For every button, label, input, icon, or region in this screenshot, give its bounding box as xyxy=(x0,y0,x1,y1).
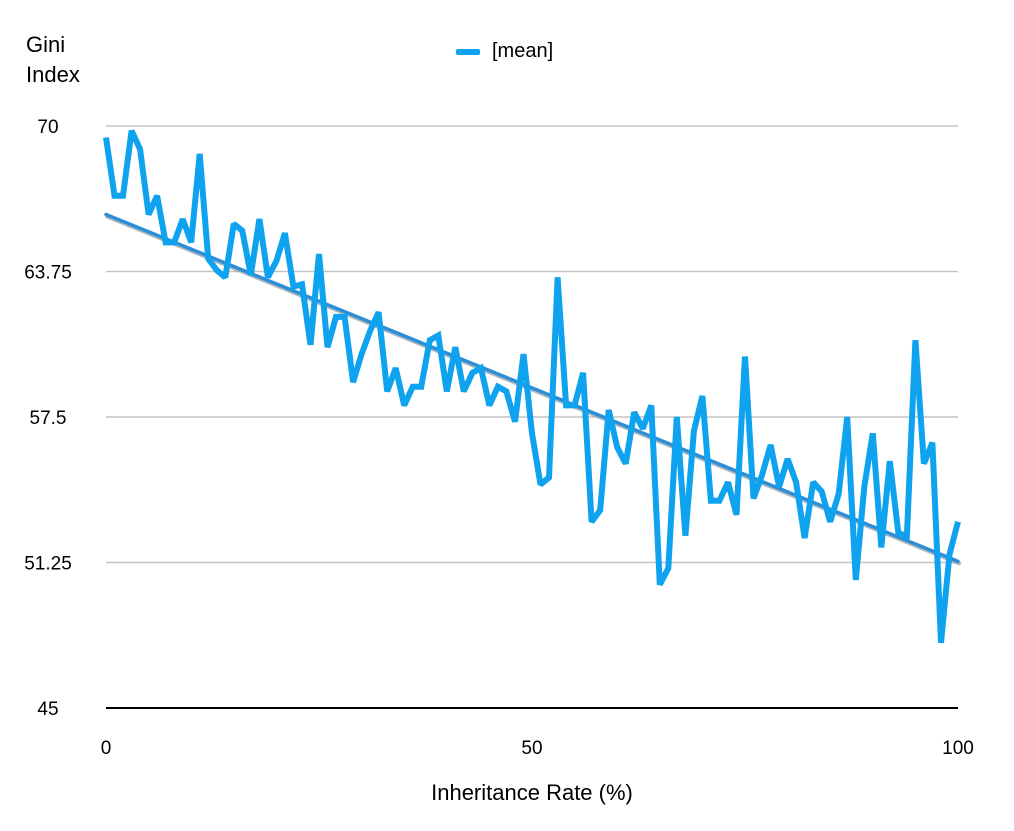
legend: [mean] xyxy=(456,40,553,63)
x-tick-labels: 0 50 100 xyxy=(101,738,974,759)
y-tick-label: 45 xyxy=(37,699,58,720)
x-tick-label: 100 xyxy=(942,738,974,759)
y-tick-labels: 70 63.75 57.5 51.25 45 xyxy=(24,117,72,720)
x-axis-label: Inheritance Rate (%) xyxy=(431,780,633,805)
series-line-mean xyxy=(103,129,961,644)
y-tick-label: 57.5 xyxy=(30,408,67,429)
y-tick-label: 63.75 xyxy=(24,263,72,284)
y-axis-label-line2: Index xyxy=(26,62,80,87)
y-axis-label-line1: Gini xyxy=(26,32,66,57)
series-group xyxy=(103,129,961,644)
x-tick-label: 0 xyxy=(101,738,112,759)
legend-swatch xyxy=(456,48,480,55)
x-tick-label: 50 xyxy=(521,738,542,759)
trend-line xyxy=(104,212,960,564)
y-axis-label: Gini Index xyxy=(26,30,80,90)
legend-label: [mean] xyxy=(492,40,554,62)
y-tick-label: 51.25 xyxy=(24,554,72,575)
y-tick-label: 70 xyxy=(37,117,58,138)
